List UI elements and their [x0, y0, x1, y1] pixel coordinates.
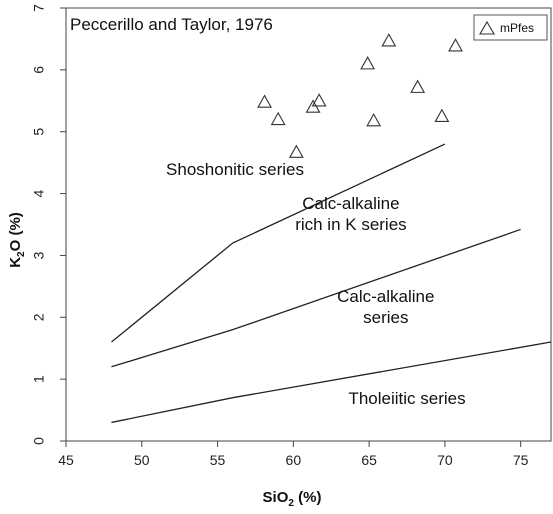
y-axis-title: K2O (%) — [7, 212, 27, 268]
y-tick-label: 4 — [31, 189, 47, 197]
data-point — [311, 93, 327, 107]
region-label: Tholeiitic series — [348, 389, 465, 408]
series-boundary-lines — [111, 143, 552, 424]
data-point — [360, 56, 376, 70]
x-tick-label: 60 — [286, 452, 302, 468]
x-tick-label: 75 — [513, 452, 529, 468]
data-point — [366, 112, 382, 127]
legend-box — [473, 14, 548, 41]
data-point — [257, 94, 272, 108]
x-tick-label: 55 — [210, 452, 226, 468]
boundary-line-2 — [111, 228, 521, 368]
plot-frame — [65, 7, 552, 442]
data-point — [434, 108, 450, 122]
region-label: Calc-alkaline rich in K series — [295, 194, 406, 234]
x-tick-label: 70 — [437, 452, 453, 468]
boundary-line-3 — [111, 341, 552, 424]
x-axis-title: SiO2 (%) — [263, 489, 322, 509]
data-point — [270, 111, 286, 126]
boundary-line-1 — [111, 143, 446, 343]
legend-triangle-icon — [479, 20, 495, 35]
y-tick-label: 0 — [31, 437, 47, 445]
x-tick-label: 65 — [361, 452, 377, 468]
legend-entry-label: mPfes — [500, 21, 534, 35]
y-tick-label: 2 — [31, 313, 47, 321]
data-points — [257, 33, 463, 158]
x-tick-label: 45 — [58, 452, 74, 468]
x-tick-label: 50 — [134, 452, 150, 468]
data-point — [448, 38, 463, 52]
region-label: Shoshonitic series — [166, 160, 304, 179]
y-tick-label: 6 — [31, 66, 47, 74]
data-point — [288, 144, 304, 158]
y-tick-label: 1 — [31, 375, 47, 383]
y-tick-label: 3 — [31, 251, 47, 259]
y-tick-label: 5 — [31, 128, 47, 136]
chart-title: Peccerillo and Taylor, 1976 — [70, 15, 273, 34]
data-point — [381, 33, 397, 47]
data-point — [410, 79, 426, 93]
region-label: Calc-alkaline series — [337, 287, 434, 327]
y-tick-label: 7 — [31, 4, 47, 12]
legend: mPfes — [473, 14, 548, 41]
region-labels: Shoshonitic series Calc-alkaline rich in K… — [166, 160, 466, 408]
